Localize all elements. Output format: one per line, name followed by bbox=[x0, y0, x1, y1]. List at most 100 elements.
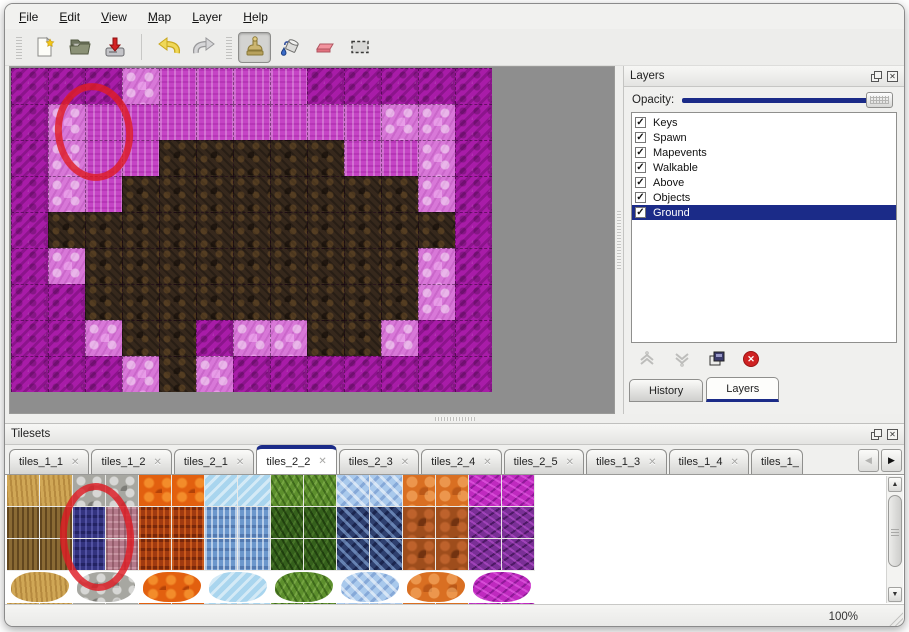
map-tile[interactable] bbox=[122, 284, 159, 320]
map-tile[interactable] bbox=[418, 356, 455, 392]
checkbox-icon[interactable]: ✓ bbox=[635, 117, 646, 128]
duplicate-layer-button[interactable] bbox=[708, 351, 726, 367]
tileset-tab-tiles_2_5[interactable]: tiles_2_5 ✕ bbox=[503, 449, 585, 474]
tileset-tile-blob[interactable] bbox=[473, 572, 531, 602]
map-tile[interactable] bbox=[159, 320, 196, 356]
tileset-tile[interactable] bbox=[7, 507, 40, 539]
select-tool-button[interactable] bbox=[343, 32, 376, 63]
tileset-tile[interactable] bbox=[106, 603, 139, 604]
tileset-tile[interactable] bbox=[370, 603, 403, 604]
tileset-tile[interactable] bbox=[271, 507, 304, 539]
tileset-tile[interactable] bbox=[370, 539, 403, 571]
tileset-tile[interactable] bbox=[40, 475, 73, 507]
tileset-tile[interactable] bbox=[40, 603, 73, 604]
tileset-tile[interactable] bbox=[403, 539, 436, 571]
tileset-tab-tiles_1_3[interactable]: tiles_1_3 ✕ bbox=[586, 449, 667, 474]
tileset-tile[interactable] bbox=[337, 539, 370, 571]
window-resize-grip[interactable] bbox=[885, 609, 903, 626]
map-tile[interactable] bbox=[418, 212, 455, 248]
map-tile[interactable] bbox=[233, 68, 270, 104]
map-tile[interactable] bbox=[196, 104, 233, 140]
tileset-blob-cell[interactable] bbox=[403, 571, 469, 603]
close-panel-icon[interactable]: ✕ bbox=[887, 428, 898, 440]
tileset-tile[interactable] bbox=[304, 603, 337, 604]
delete-layer-button[interactable]: ✕ bbox=[743, 351, 759, 367]
tileset-tile[interactable] bbox=[469, 475, 502, 507]
tab-close-icon[interactable]: ✕ bbox=[565, 456, 575, 468]
map-tile[interactable] bbox=[196, 68, 233, 104]
tileset-tile[interactable] bbox=[403, 475, 436, 507]
tileset-tile[interactable] bbox=[7, 603, 40, 604]
tileset-tile[interactable] bbox=[403, 603, 436, 604]
map-tile[interactable] bbox=[381, 176, 418, 212]
tileset-tile[interactable] bbox=[502, 507, 535, 539]
map-tile[interactable] bbox=[381, 248, 418, 284]
eraser-tool-button[interactable] bbox=[308, 32, 341, 63]
tileset-tile[interactable] bbox=[502, 539, 535, 571]
tileset-blob-cell[interactable] bbox=[139, 571, 205, 603]
tileset-tile-blob[interactable] bbox=[341, 572, 399, 602]
map-tile[interactable] bbox=[455, 68, 492, 104]
map-tile[interactable] bbox=[307, 68, 344, 104]
map-tile[interactable] bbox=[344, 212, 381, 248]
map-tile[interactable] bbox=[381, 356, 418, 392]
map-tile[interactable] bbox=[344, 68, 381, 104]
map-tile[interactable] bbox=[48, 140, 85, 176]
map-tile[interactable] bbox=[48, 104, 85, 140]
float-panel-icon[interactable] bbox=[871, 428, 882, 440]
map-tile[interactable] bbox=[159, 68, 196, 104]
tileset-tab-tiles_1_1[interactable]: tiles_1_1 ✕ bbox=[9, 449, 90, 474]
map-tile[interactable] bbox=[233, 176, 270, 212]
tileset-tab-tiles_1_2[interactable]: tiles_1_2 ✕ bbox=[91, 449, 172, 474]
map-tile[interactable] bbox=[85, 68, 122, 104]
map-tile[interactable] bbox=[159, 248, 196, 284]
tileset-tile[interactable] bbox=[469, 507, 502, 539]
tileset-tile[interactable] bbox=[271, 475, 304, 507]
map-tile[interactable] bbox=[270, 356, 307, 392]
tileset-blob-cell[interactable] bbox=[7, 571, 73, 603]
tileset-tile[interactable] bbox=[172, 539, 205, 571]
map-tile[interactable] bbox=[122, 212, 159, 248]
map-tile[interactable] bbox=[307, 104, 344, 140]
checkbox-icon[interactable]: ✓ bbox=[635, 192, 646, 203]
map-tile[interactable] bbox=[159, 284, 196, 320]
map-tile[interactable] bbox=[159, 356, 196, 392]
map-tile[interactable] bbox=[418, 284, 455, 320]
tab-close-icon[interactable]: ✕ bbox=[318, 456, 327, 467]
layer-row[interactable]: ✓ Above bbox=[632, 175, 896, 190]
tab-prev-icon[interactable]: ◀ bbox=[858, 449, 879, 472]
map-tile[interactable] bbox=[159, 140, 196, 176]
tileset-tile[interactable] bbox=[436, 507, 469, 539]
tileset-tile[interactable] bbox=[337, 475, 370, 507]
tileset-tile[interactable] bbox=[7, 475, 40, 507]
map-tile[interactable] bbox=[48, 284, 85, 320]
map-tile[interactable] bbox=[418, 176, 455, 212]
tileset-tile-blob[interactable] bbox=[11, 572, 69, 602]
menu-layer[interactable]: Layer bbox=[192, 9, 223, 24]
tileset-tab-tiles_2_4[interactable]: tiles_2_4 ✕ bbox=[421, 449, 502, 474]
map-tile[interactable] bbox=[122, 68, 159, 104]
move-layer-up-button[interactable] bbox=[638, 351, 656, 367]
tileset-tile[interactable] bbox=[337, 507, 370, 539]
map-tile[interactable] bbox=[48, 356, 85, 392]
tileset-tile-blob[interactable] bbox=[77, 572, 135, 602]
map-tile[interactable] bbox=[11, 176, 48, 212]
horizontal-splitter[interactable] bbox=[5, 414, 904, 423]
map-tile[interactable] bbox=[455, 212, 492, 248]
map-tile[interactable] bbox=[196, 176, 233, 212]
map-tile[interactable] bbox=[270, 140, 307, 176]
map-tile[interactable] bbox=[48, 212, 85, 248]
map-tile[interactable] bbox=[270, 212, 307, 248]
move-layer-down-button[interactable] bbox=[673, 351, 691, 367]
map-tile[interactable] bbox=[233, 356, 270, 392]
map-tile[interactable] bbox=[85, 356, 122, 392]
map-tile[interactable] bbox=[233, 284, 270, 320]
map-tile[interactable] bbox=[270, 284, 307, 320]
map-tile[interactable] bbox=[196, 248, 233, 284]
map-tile[interactable] bbox=[270, 320, 307, 356]
map-tile[interactable] bbox=[11, 140, 48, 176]
map-tile[interactable] bbox=[455, 356, 492, 392]
layer-row[interactable]: ✓ Spawn bbox=[632, 130, 896, 145]
map-tile[interactable] bbox=[381, 140, 418, 176]
tileset-tile[interactable] bbox=[370, 475, 403, 507]
